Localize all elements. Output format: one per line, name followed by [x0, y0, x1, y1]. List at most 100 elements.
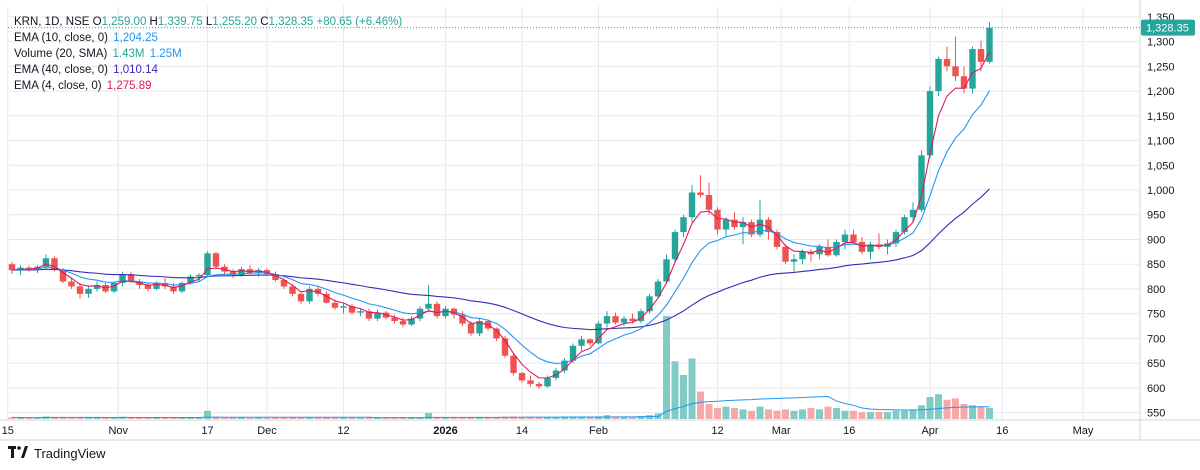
ema4-value: 1,275.89	[106, 80, 152, 92]
candle-body	[25, 267, 33, 270]
high-value: 1,339.75	[157, 16, 203, 28]
candle-body	[119, 274, 126, 283]
candle-body	[731, 219, 738, 228]
candle-body	[306, 288, 313, 302]
volume-bar	[467, 417, 475, 419]
volume-bar	[816, 409, 823, 419]
volume-bar	[382, 417, 390, 419]
volume-bar	[773, 410, 781, 419]
ema4-row[interactable]: EMA (4, close, 0) 1,275.89	[14, 78, 402, 94]
volume-bar	[85, 417, 92, 419]
x-tick-label: 16	[843, 425, 855, 437]
close-value: 1,328.35	[268, 16, 314, 28]
close-label: C	[260, 16, 269, 28]
candle-body	[799, 251, 806, 260]
low-label: L	[205, 16, 213, 28]
candle-body	[680, 217, 687, 233]
volume-bar	[93, 417, 101, 419]
candle-body	[663, 259, 670, 282]
volume-bar	[722, 406, 730, 419]
volume-row[interactable]: Volume (20, SMA) 1.43M 1.25M	[14, 46, 402, 62]
ema10-row[interactable]: EMA (10, close, 0) 1,204.25	[14, 30, 402, 46]
volume-bar	[229, 417, 237, 419]
volume-bar	[297, 417, 305, 419]
volume-label: Volume (20, SMA)	[14, 48, 108, 60]
candle-body	[357, 311, 364, 313]
candle-body	[229, 271, 237, 276]
candle-body	[926, 91, 934, 156]
volume-bar	[408, 417, 415, 419]
candle-body	[127, 274, 135, 282]
volume-bar	[68, 417, 75, 419]
volume-bar	[799, 409, 806, 419]
candle-body	[442, 308, 449, 317]
volume-bar	[238, 417, 245, 419]
candle-body	[527, 380, 534, 384]
candle-body	[892, 232, 900, 244]
volume-bar	[221, 417, 228, 419]
volume-bar	[637, 415, 645, 419]
volume-bar	[425, 412, 432, 419]
volume-bar	[918, 405, 925, 419]
candle-body	[841, 234, 849, 242]
volume-bar	[518, 417, 526, 419]
volume-bar	[620, 416, 628, 419]
candle-body	[697, 192, 704, 195]
y-tick-label: 750	[1147, 309, 1165, 321]
x-tick-label: 16	[996, 425, 1008, 437]
candle-body	[518, 373, 526, 381]
volume-bar	[110, 417, 118, 419]
change-value: +80.65 (+6.46%)	[316, 16, 403, 28]
volume-bar	[714, 408, 721, 419]
open-label: O	[92, 16, 102, 28]
y-tick-label: 650	[1147, 358, 1165, 370]
volume-bar	[25, 417, 33, 419]
volume-bar	[416, 417, 424, 419]
y-tick-label: 1,250	[1147, 61, 1175, 73]
volume-bar	[357, 417, 364, 419]
candle-body	[178, 282, 186, 292]
tradingview-logo-icon	[8, 445, 28, 461]
volume-bar	[629, 416, 636, 419]
candle-body	[935, 58, 942, 92]
candle-body	[756, 219, 764, 235]
volume-bar	[246, 417, 254, 419]
volume-bar	[935, 394, 942, 419]
candle-body	[552, 370, 560, 378]
candle-body	[943, 58, 951, 67]
candle-body	[544, 377, 551, 387]
volume-bar	[850, 410, 857, 419]
volume-bar	[34, 417, 41, 419]
candle-body	[629, 318, 636, 322]
volume-bar	[943, 399, 951, 419]
volume-bar	[348, 417, 356, 419]
volume-bar	[782, 409, 789, 419]
y-tick-label: 550	[1147, 408, 1165, 420]
volume-bar	[858, 412, 866, 419]
candle-body	[93, 284, 101, 289]
candle-body	[901, 217, 908, 233]
candle-body	[280, 280, 288, 287]
x-tick-label: Mar	[772, 425, 791, 437]
ema40-row[interactable]: EMA (40, close, 0) 1,010.14	[14, 62, 402, 78]
candle-body	[416, 308, 424, 319]
ema10-line	[11, 90, 990, 365]
volume-bar	[765, 409, 772, 419]
indicator-lines	[11, 51, 990, 379]
volume-bar	[476, 417, 483, 419]
volume-bar	[204, 410, 211, 419]
volume-bar	[561, 416, 568, 419]
tradingview-brand[interactable]: TradingView	[8, 445, 106, 461]
price-candles	[8, 21, 993, 389]
candle-body	[85, 288, 92, 294]
volume-bar	[527, 416, 534, 419]
candle-body	[646, 296, 653, 312]
volume-bar	[484, 417, 492, 419]
volume-bar	[977, 406, 985, 419]
volume-bar	[748, 410, 755, 419]
ema4-label: EMA (4, close, 0)	[14, 80, 102, 92]
symbol-label[interactable]: KRN, 1D, NSE	[14, 16, 90, 28]
volume-bar	[595, 416, 602, 419]
y-tick-label: 1,200	[1147, 86, 1175, 98]
volume-bar	[969, 405, 976, 419]
